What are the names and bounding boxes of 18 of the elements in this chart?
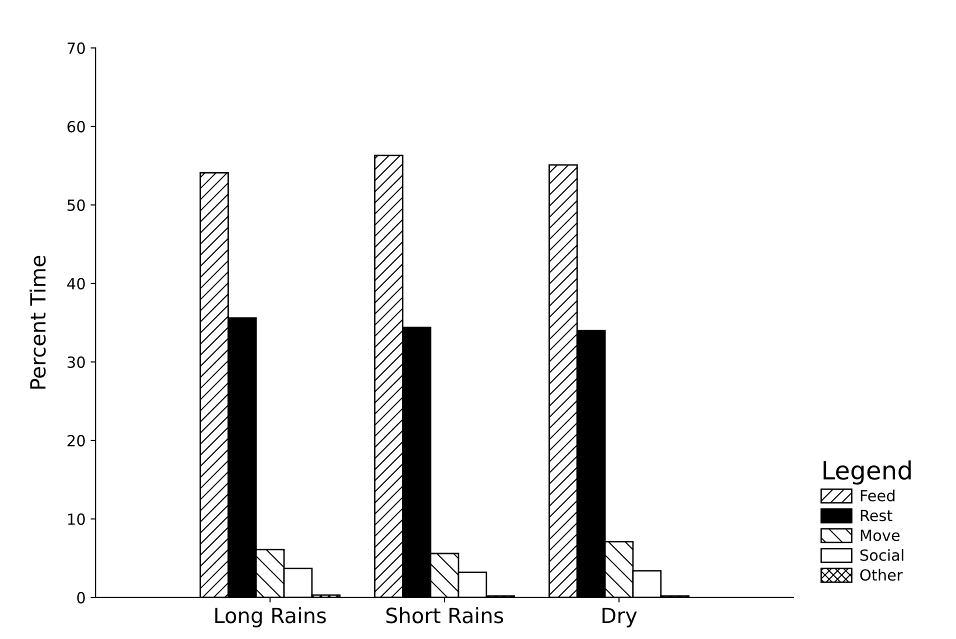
x-tick-label: Long Rains <box>215 607 326 628</box>
y-tick-label: 20 <box>68 434 85 446</box>
y-tick-label: 70 <box>68 42 85 54</box>
legend-label: Other <box>860 568 903 581</box>
y-tick-label: 0 <box>77 592 85 604</box>
legend-title: Legend <box>824 460 911 485</box>
x-tick-label: Dry <box>602 608 637 628</box>
x-tick-label: Short Rains <box>386 607 504 624</box>
y-tick-label: 50 <box>68 199 85 211</box>
legend-label: Rest <box>860 510 892 522</box>
y-tick-label: 30 <box>68 356 85 368</box>
y-tick-label: 40 <box>67 278 85 290</box>
y-tick-label: 10 <box>68 513 85 525</box>
y-tick-label: 60 <box>68 120 85 132</box>
y-axis-title: Percent Time <box>30 256 46 389</box>
legend-label: Social <box>860 549 904 561</box>
legend-label: Move <box>860 530 900 542</box>
legend-label: Feed <box>860 490 894 502</box>
